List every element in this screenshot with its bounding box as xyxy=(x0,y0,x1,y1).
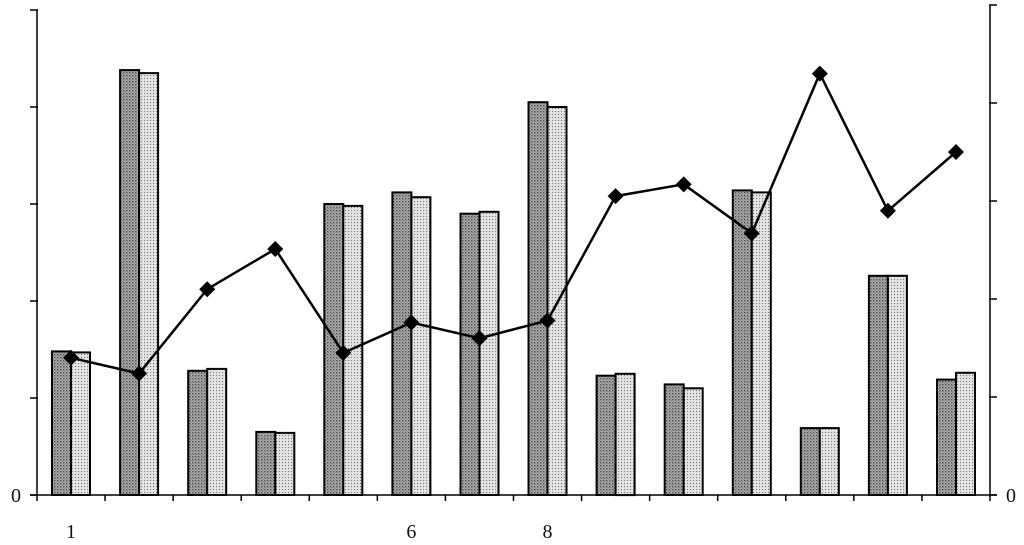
line-marker-cat-6 xyxy=(403,314,420,331)
line-marker-cat-10 xyxy=(675,176,692,193)
line-series xyxy=(70,70,957,375)
axes-layer xyxy=(30,4,997,501)
line-marker-cat-12 xyxy=(811,65,828,82)
line-marker-cat-1 xyxy=(63,349,80,366)
line-marker-cat-9 xyxy=(607,188,624,205)
bar-series-1-cat-13 xyxy=(867,274,889,496)
bar-series-2-cat-7 xyxy=(478,210,500,497)
x-tick-label-6: 6 xyxy=(406,521,416,543)
labels-layer: 0 0 1 6 8 xyxy=(11,485,1016,543)
line-marker-cat-14 xyxy=(947,144,964,160)
bar-series-1-cat-7 xyxy=(459,212,481,496)
line-marker-cat-8 xyxy=(539,312,556,329)
left-y-tick-label-0: 0 xyxy=(11,485,21,507)
bar-series-2-cat-9 xyxy=(614,372,636,497)
bar-series-2-cat-2 xyxy=(138,72,160,496)
line-marker-cat-5 xyxy=(335,344,352,361)
line-marker-cat-3 xyxy=(199,281,216,298)
line-marker-cat-13 xyxy=(879,202,896,219)
line-marker-cat-7 xyxy=(471,330,488,347)
bar-series-2-cat-14 xyxy=(955,371,976,496)
bar-series-2-cat-10 xyxy=(682,387,704,496)
bar-series-2-cat-1 xyxy=(70,351,91,496)
bar-series-1-cat-14 xyxy=(936,378,957,497)
bar-series-1-cat-1 xyxy=(51,350,72,496)
bar-series-1-cat-6 xyxy=(391,191,413,496)
bar-series-1-cat-4 xyxy=(255,430,277,496)
bar-series-2-cat-3 xyxy=(206,367,228,496)
bar-series-2-cat-6 xyxy=(410,196,432,496)
line-marker-cat-4 xyxy=(267,241,284,258)
right-y-tick-label-0: 0 xyxy=(1006,485,1016,507)
bar-series-1-cat-8 xyxy=(527,101,549,496)
bar-series-1-cat-9 xyxy=(595,374,617,497)
bar-series-1-cat-12 xyxy=(799,427,821,497)
line-layer xyxy=(63,65,964,382)
x-tick-label-1: 1 xyxy=(66,521,76,543)
bar-series-2-cat-13 xyxy=(886,274,908,496)
bar-series-1-cat-2 xyxy=(119,69,141,496)
line-marker-cat-11 xyxy=(743,225,760,242)
bar-series-2-cat-4 xyxy=(274,431,296,496)
bar-series-2-cat-12 xyxy=(818,427,840,497)
x-tick-label-8: 8 xyxy=(543,521,553,543)
bar-series-1-cat-10 xyxy=(663,383,685,496)
line-marker-cat-2 xyxy=(131,365,148,382)
bar-series-1-cat-3 xyxy=(187,369,209,496)
bars-layer xyxy=(51,69,976,497)
